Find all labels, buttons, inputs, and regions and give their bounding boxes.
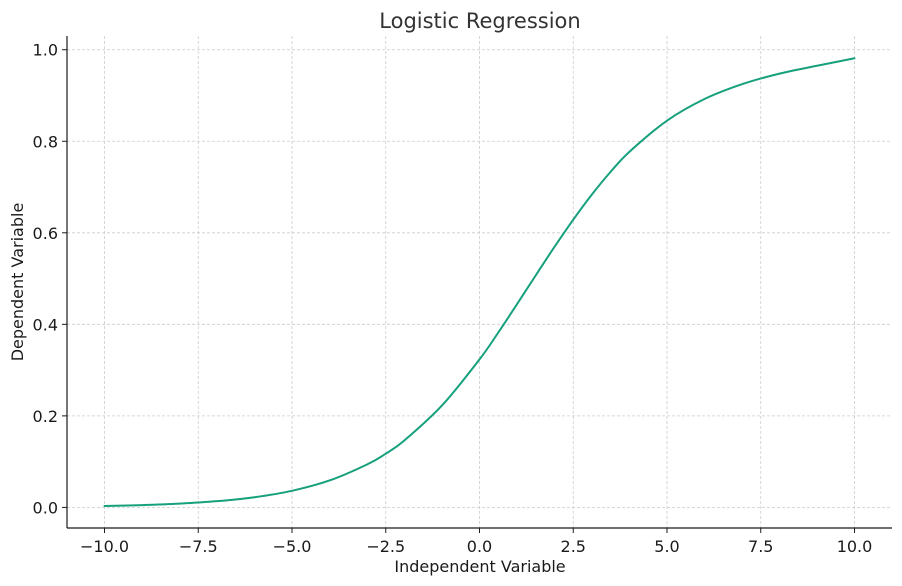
x-axis-ticks: −10.0 −7.5 −5.0 −2.5 0.0 2.5 5.0 7.5 10.0	[80, 528, 872, 556]
y-tick-label-4: 0.8	[33, 132, 58, 151]
x-tick-label-0: −10.0	[80, 537, 129, 556]
x-tick-label-6: 5.0	[654, 537, 679, 556]
x-tick-label-7: 7.5	[748, 537, 773, 556]
y-tick-label-5: 1.0	[33, 41, 58, 60]
y-tick-label-2: 0.4	[33, 315, 58, 334]
y-axis-ticks: 0.0 0.2 0.4 0.6 0.8 1.0	[33, 41, 67, 517]
x-tick-label-8: 10.0	[837, 537, 873, 556]
x-tick-label-2: −5.0	[273, 537, 312, 556]
x-tick-label-3: −2.5	[366, 537, 405, 556]
y-tick-label-0: 0.0	[33, 498, 58, 517]
x-axis-label: Independent Variable	[394, 557, 565, 576]
x-tick-label-1: −7.5	[179, 537, 218, 556]
x-tick-label-5: 2.5	[561, 537, 586, 556]
grid-lines	[67, 36, 892, 528]
chart-title: Logistic Regression	[379, 9, 580, 33]
x-tick-label-4: 0.0	[467, 537, 492, 556]
y-tick-label-1: 0.2	[33, 407, 58, 426]
y-axis-label: Dependent Variable	[8, 203, 27, 362]
y-tick-label-3: 0.6	[33, 224, 58, 243]
logistic-curve	[103, 57, 856, 507]
